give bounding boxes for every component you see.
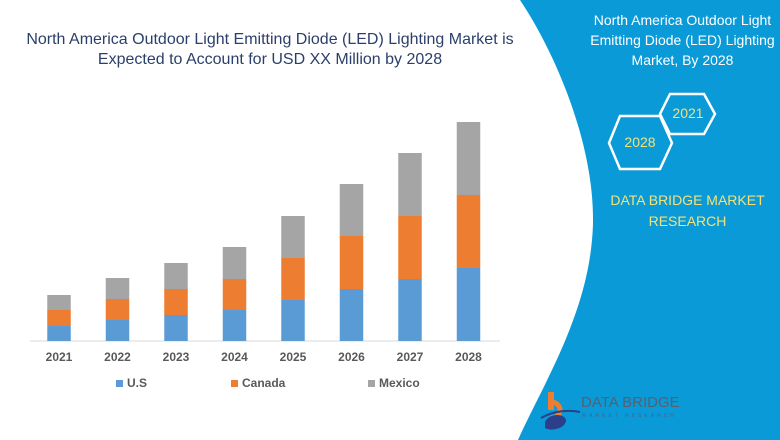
chart-plot: 2021 2022 2023 2024 2025 2026 2027 2028 xyxy=(30,122,500,364)
legend-swatch-canada xyxy=(231,379,238,387)
brand-text: DATA BRIDGE MARKET RESEARCH xyxy=(600,190,775,232)
bar-canada-2022 xyxy=(105,299,130,320)
bar-us-2025 xyxy=(281,300,305,341)
side-panel xyxy=(518,0,780,440)
legend-label-us: U.S xyxy=(127,376,148,390)
brand-line-1: DATA BRIDGE MARKET xyxy=(610,192,765,208)
legend-item-canada: Canada xyxy=(231,376,285,390)
bar-canada-2021 xyxy=(47,310,71,326)
bar-mexico-2026 xyxy=(339,184,364,236)
bar-mexico-2022 xyxy=(105,278,130,299)
x-tick-label-2022: 2022 xyxy=(104,350,131,364)
bar-canada-2027 xyxy=(398,216,422,279)
bar-us-2022 xyxy=(105,320,130,341)
legend-label-mexico: Mexico xyxy=(379,376,420,390)
x-tick-label-2024: 2024 xyxy=(221,350,248,364)
side-panel-title: North America Outdoor Light Emitting Dio… xyxy=(590,12,775,68)
legend-item-mexico: Mexico xyxy=(368,376,420,390)
bar-mexico-2025 xyxy=(281,216,305,258)
chart-title: North America Outdoor Light Emitting Dio… xyxy=(26,31,514,68)
bar-canada-2026 xyxy=(339,236,364,289)
bar-canada-2024 xyxy=(222,279,247,310)
legend-label-canada: Canada xyxy=(242,376,286,390)
x-tick-label-2027: 2027 xyxy=(397,350,424,364)
bar-us-2023 xyxy=(164,315,188,341)
bar-mexico-2021 xyxy=(47,295,71,310)
hex-label-2021: 2021 xyxy=(672,105,704,121)
legend-item-us: U.S xyxy=(116,376,147,390)
bar-us-2021 xyxy=(47,326,71,341)
logo-name: DATA BRIDGE xyxy=(581,394,680,411)
bar-us-2028 xyxy=(456,268,481,341)
legend-swatch-us xyxy=(116,379,123,387)
bar-canada-2028 xyxy=(456,195,481,268)
x-tick-label-2028: 2028 xyxy=(455,350,482,364)
logo-tagline: MARKET RESEARCH xyxy=(582,413,677,419)
bar-canada-2023 xyxy=(164,289,188,315)
bar-mexico-2024 xyxy=(222,247,247,279)
brand-line-2: RESEARCH xyxy=(648,213,727,229)
x-tick-label-2023: 2023 xyxy=(163,350,190,364)
legend-swatch-mexico xyxy=(368,379,375,387)
bar-canada-2025 xyxy=(281,258,305,300)
bar-us-2026 xyxy=(339,289,364,341)
logo-icon xyxy=(540,392,581,430)
x-tick-label-2025: 2025 xyxy=(280,350,307,364)
hexagon-2021 xyxy=(658,92,717,136)
hex-label-2028: 2028 xyxy=(624,134,656,150)
hexagon-2028 xyxy=(607,114,674,171)
bar-mexico-2027 xyxy=(398,153,422,216)
bar-mexico-2028 xyxy=(456,122,481,195)
x-tick-label-2021: 2021 xyxy=(46,350,73,364)
bar-us-2024 xyxy=(222,310,247,341)
bar-us-2027 xyxy=(398,279,422,341)
bar-mexico-2023 xyxy=(164,263,188,289)
x-tick-label-2026: 2026 xyxy=(338,350,365,364)
